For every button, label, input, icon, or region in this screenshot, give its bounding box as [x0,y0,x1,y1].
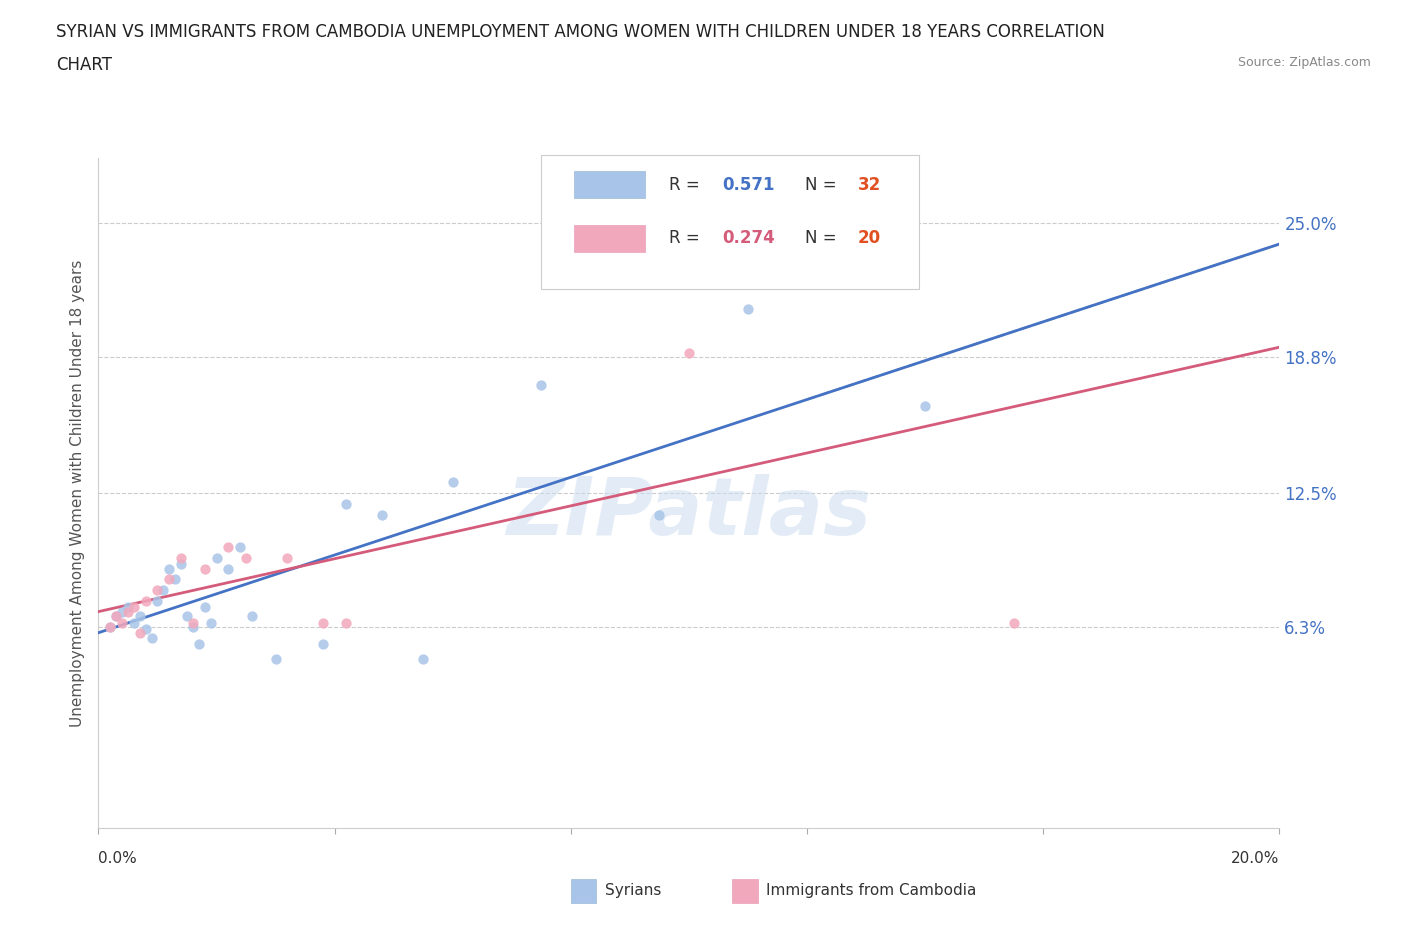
Point [181,615,204,630]
Point [229,539,252,554]
Point [146,593,169,608]
Point [111,615,134,630]
Point [165,572,187,587]
Point [117,600,139,615]
Point [135,621,157,636]
Point [98,619,121,634]
Point [335,615,357,630]
FancyBboxPatch shape [541,154,920,288]
Point [157,572,180,587]
Text: ZIPatlas: ZIPatlas [506,474,872,552]
Point [176,608,198,623]
Text: 0.571: 0.571 [723,176,775,193]
Point [335,497,357,512]
Text: 32: 32 [858,176,882,193]
Point [312,615,335,630]
Text: N =: N = [804,176,842,193]
Point [194,561,217,576]
Point [141,631,163,645]
Point [128,608,150,623]
Point [648,507,671,522]
Text: 0.274: 0.274 [723,230,775,247]
Point [205,551,228,565]
Point [1002,615,1025,630]
Point [264,652,287,667]
Point [240,608,263,623]
Text: 20.0%: 20.0% [1232,851,1279,866]
Point [122,600,145,615]
Point [200,615,222,630]
Point [181,619,204,634]
Point [312,637,335,652]
Point [276,551,298,565]
Point [187,637,209,652]
Text: Immigrants from Cambodia: Immigrants from Cambodia [766,884,977,898]
Point [152,583,174,598]
Point [217,539,239,554]
Point [128,626,150,641]
Point [170,557,193,572]
Point [105,608,128,623]
Point [122,615,145,630]
Text: R =: R = [669,230,704,247]
Text: Syrians: Syrians [605,884,661,898]
Point [737,302,759,317]
Point [441,474,464,489]
Text: 20: 20 [858,230,882,247]
Point [194,600,217,615]
Point [235,551,257,565]
Text: SYRIAN VS IMMIGRANTS FROM CAMBODIA UNEMPLOYMENT AMONG WOMEN WITH CHILDREN UNDER : SYRIAN VS IMMIGRANTS FROM CAMBODIA UNEMP… [56,23,1105,41]
Point [217,561,239,576]
Point [105,608,128,623]
Point [157,561,180,576]
Point [855,248,877,263]
Point [117,604,139,619]
Text: R =: R = [669,176,704,193]
Point [530,378,553,392]
Text: □: □ [735,881,755,901]
Point [371,507,394,522]
Y-axis label: Unemployment Among Women with Children Under 18 years: Unemployment Among Women with Children U… [70,259,86,726]
Text: N =: N = [804,230,842,247]
Point [146,583,169,598]
Text: Source: ZipAtlas.com: Source: ZipAtlas.com [1237,56,1371,69]
FancyBboxPatch shape [575,225,645,252]
Text: 0.0%: 0.0% [98,851,138,866]
Text: □: □ [574,881,593,901]
Point [170,551,193,565]
Point [914,399,936,414]
Point [412,652,434,667]
Text: CHART: CHART [56,56,112,73]
Point [98,619,121,634]
FancyBboxPatch shape [575,171,645,198]
Point [111,604,134,619]
Point [678,345,700,360]
Point [135,593,157,608]
